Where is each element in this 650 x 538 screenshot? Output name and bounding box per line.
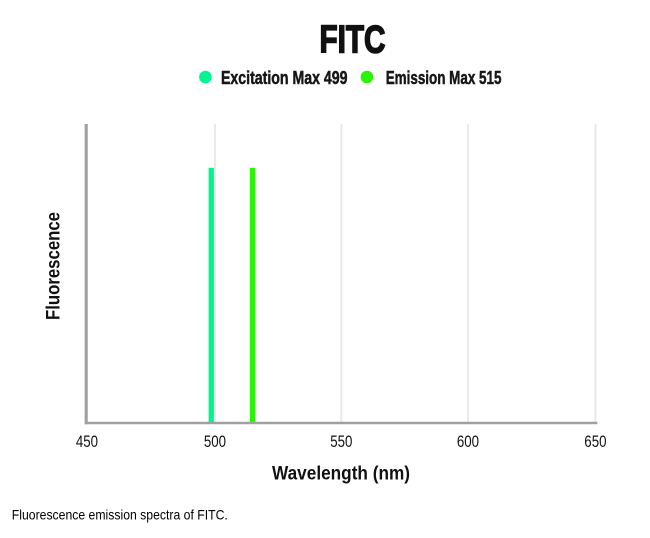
svg-text:Fluorescence emission spectra: Fluorescence emission spectra of FITC. [12, 507, 228, 523]
svg-text:Fluorescence: Fluorescence [44, 212, 65, 320]
svg-text:Wavelength (nm): Wavelength (nm) [272, 463, 410, 484]
svg-text:550: 550 [330, 432, 352, 451]
svg-text:450: 450 [76, 432, 98, 451]
svg-text:500: 500 [204, 432, 226, 451]
svg-text:600: 600 [457, 432, 479, 451]
svg-text:Excitation Max 499: Excitation Max 499 [221, 68, 348, 88]
svg-text:650: 650 [584, 432, 606, 451]
svg-text:Emission Max 515: Emission Max 515 [386, 68, 502, 88]
svg-text:FITC: FITC [320, 19, 386, 62]
